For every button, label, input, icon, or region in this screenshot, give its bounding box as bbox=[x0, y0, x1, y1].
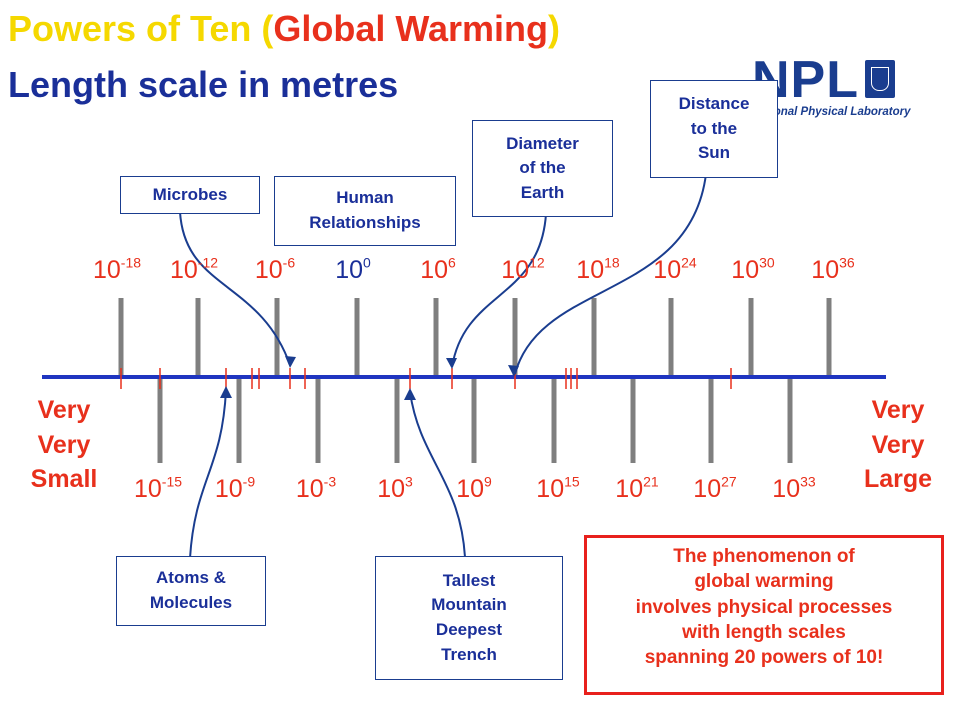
mountain-trench-callout: Tallest Mountain Deepest Trench bbox=[375, 556, 563, 680]
bottom-label-8: 1033 bbox=[772, 473, 816, 503]
top-label-9-base: 10 bbox=[811, 256, 840, 284]
bottom-label-2: 10-3 bbox=[295, 473, 337, 503]
bottom-label-4-exponent: 9 bbox=[484, 473, 492, 490]
top-label-4-base: 10 bbox=[420, 256, 449, 284]
top-label-5-exponent: 12 bbox=[529, 254, 545, 271]
title-part-1: Powers of Ten ( bbox=[8, 8, 274, 49]
mountain-arrowhead bbox=[404, 388, 416, 400]
bottom-label-6: 1021 bbox=[615, 473, 659, 503]
bottom-label-3: 103 bbox=[377, 473, 413, 503]
title-part-3: ) bbox=[548, 8, 561, 49]
top-label-2-base: 10 bbox=[254, 256, 283, 284]
bottom-label-3-base: 10 bbox=[377, 475, 406, 503]
bottom-label-4-base: 10 bbox=[456, 475, 485, 503]
earth-connector bbox=[451, 213, 547, 368]
human-relationships-callout: Human Relationships bbox=[274, 176, 456, 246]
very-large-label: Very Very Large bbox=[863, 396, 933, 493]
top-label-8-base: 10 bbox=[731, 256, 760, 284]
top-label-1: 10-12 bbox=[169, 254, 219, 284]
bottom-label-6-exponent: 21 bbox=[643, 473, 659, 490]
marker-group bbox=[120, 368, 732, 389]
top-label-5-base: 10 bbox=[501, 256, 530, 284]
top-label-8: 1030 bbox=[731, 254, 775, 284]
top-label-6-base: 10 bbox=[576, 256, 605, 284]
bottom-label-2-exponent: -3 bbox=[323, 473, 337, 490]
bottom-label-5-base: 10 bbox=[536, 475, 565, 503]
microbes-callout: Microbes bbox=[120, 176, 260, 214]
earth-arrowhead bbox=[446, 358, 457, 369]
top-label-6-exponent: 18 bbox=[604, 254, 620, 271]
bottom-label-1-exponent: -9 bbox=[242, 473, 256, 490]
top-label-6: 1018 bbox=[576, 254, 620, 284]
microbes-arrowhead bbox=[285, 356, 296, 368]
top-label-1-base: 10 bbox=[169, 256, 198, 284]
bottom-label-5: 1015 bbox=[536, 473, 580, 503]
bottom-label-8-base: 10 bbox=[772, 475, 801, 503]
top-label-7: 1024 bbox=[653, 254, 697, 284]
mountain-connector bbox=[409, 391, 466, 558]
top-label-3-exponent: 0 bbox=[363, 254, 371, 271]
bottom-label-1: 10-9 bbox=[214, 473, 256, 503]
top-label-7-exponent: 24 bbox=[681, 254, 697, 271]
microbes-connector bbox=[179, 211, 291, 366]
bottom-label-1-base: 10 bbox=[214, 475, 243, 503]
top-label-0-base: 10 bbox=[92, 256, 121, 284]
tick-group bbox=[118, 298, 832, 463]
very-small-label: Very Very Small bbox=[30, 396, 98, 493]
sun-connector bbox=[514, 173, 707, 375]
bottom-label-7-base: 10 bbox=[693, 475, 722, 503]
atoms-arrowhead bbox=[220, 386, 232, 398]
atoms-molecules-callout: Atoms & Molecules bbox=[116, 556, 266, 626]
top-label-8-exponent: 30 bbox=[759, 254, 775, 271]
top-label-0: 10-18 bbox=[92, 254, 142, 284]
bottom-label-4: 109 bbox=[456, 473, 492, 503]
bottom-label-7-exponent: 27 bbox=[721, 473, 737, 490]
top-label-9: 1036 bbox=[811, 254, 855, 284]
top-label-1-exponent: -12 bbox=[197, 254, 219, 271]
top-label-4-exponent: 6 bbox=[448, 254, 456, 271]
bottom-label-6-base: 10 bbox=[615, 475, 644, 503]
top-label-0-exponent: -18 bbox=[120, 254, 142, 271]
sun-distance-callout: Distance to the Sun bbox=[650, 80, 778, 178]
bottom-label-2-base: 10 bbox=[295, 475, 324, 503]
connector-group bbox=[179, 173, 707, 559]
bottom-label-0-exponent: -15 bbox=[161, 473, 183, 490]
crest-icon bbox=[865, 60, 895, 98]
top-label-3-base: 10 bbox=[335, 256, 364, 284]
logo-subtitle: National Physical Laboratory bbox=[752, 106, 911, 118]
sun-arrowhead bbox=[508, 365, 519, 377]
top-label-2: 10-6 bbox=[254, 254, 296, 284]
bottom-label-8-exponent: 33 bbox=[800, 473, 816, 490]
top-label-4: 106 bbox=[420, 254, 456, 284]
top-label-2-exponent: -6 bbox=[282, 254, 296, 271]
bottom-label-3-exponent: 3 bbox=[405, 473, 413, 490]
arrowhead-group bbox=[220, 356, 519, 400]
bottom-label-5-exponent: 15 bbox=[564, 473, 580, 490]
bottom-label-7: 1027 bbox=[693, 473, 737, 503]
top-label-9-exponent: 36 bbox=[839, 254, 855, 271]
atoms-connector bbox=[189, 389, 227, 559]
page-subtitle: Length scale in metres bbox=[8, 64, 399, 105]
bottom-label-0-base: 10 bbox=[133, 475, 162, 503]
top-label-7-base: 10 bbox=[653, 256, 682, 284]
page-title: Powers of Ten (Global Warming) bbox=[8, 8, 560, 50]
bottom-label-0: 10-15 bbox=[133, 473, 183, 503]
earth-diameter-callout: Diameter of the Earth bbox=[472, 120, 613, 217]
title-part-2: Global Warming bbox=[273, 8, 549, 49]
global-warming-note: The phenomenon of global warming involve… bbox=[584, 535, 944, 695]
top-label-3: 100 bbox=[335, 254, 371, 284]
top-label-5: 1012 bbox=[501, 254, 545, 284]
